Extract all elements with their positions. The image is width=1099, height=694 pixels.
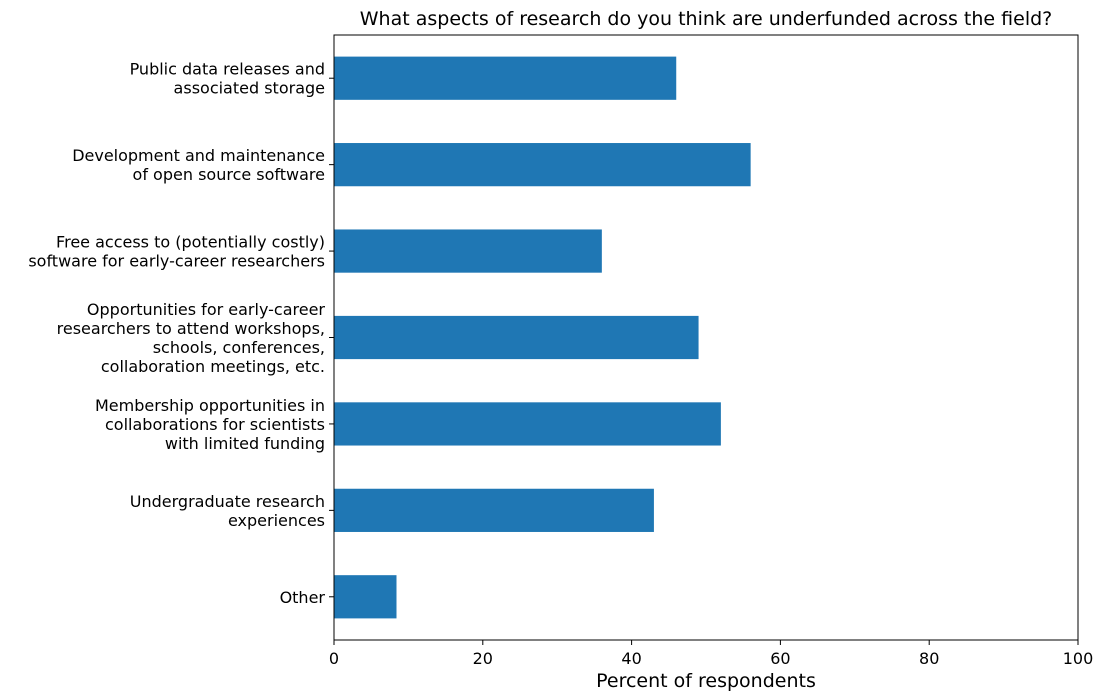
y-tick-label-0: Public data releases and associated stora… — [130, 60, 325, 98]
y-tick-label-1: Development and maintenance of open sourc… — [72, 146, 325, 184]
x-tick-label-3: 60 — [770, 649, 790, 668]
bar-1 — [334, 143, 751, 187]
plot-frame — [333, 34, 1079, 641]
bar-4 — [334, 402, 721, 446]
x-tick-label-4: 80 — [919, 649, 939, 668]
bars-group — [334, 56, 751, 619]
x-tick-label-2: 40 — [621, 649, 641, 668]
x-tick-label-1: 20 — [473, 649, 493, 668]
bar-5 — [334, 488, 654, 532]
x-axis-label: Percent of respondents — [596, 670, 816, 692]
y-tick-label-4: Membership opportunities in collaboration… — [95, 396, 325, 453]
chart-title: What aspects of research do you think ar… — [360, 8, 1053, 30]
y-tick-label-5: Undergraduate research experiences — [130, 492, 325, 530]
y-tick-label-3: Opportunities for early-career researcher… — [57, 300, 326, 376]
x-axis: 0 20 40 60 80 100 — [329, 640, 1093, 668]
bar-6 — [334, 575, 397, 619]
x-tick-label-5: 100 — [1063, 649, 1094, 668]
y-tick-label-2: Free access to (potentially costly) softw… — [28, 233, 325, 271]
x-tick-label-0: 0 — [329, 649, 339, 668]
y-axis: Public data releases and associated stora… — [28, 60, 334, 607]
bar-2 — [334, 229, 602, 273]
bar-0 — [334, 56, 677, 100]
y-tick-label-6: Other — [280, 588, 326, 607]
bar-3 — [334, 315, 699, 360]
